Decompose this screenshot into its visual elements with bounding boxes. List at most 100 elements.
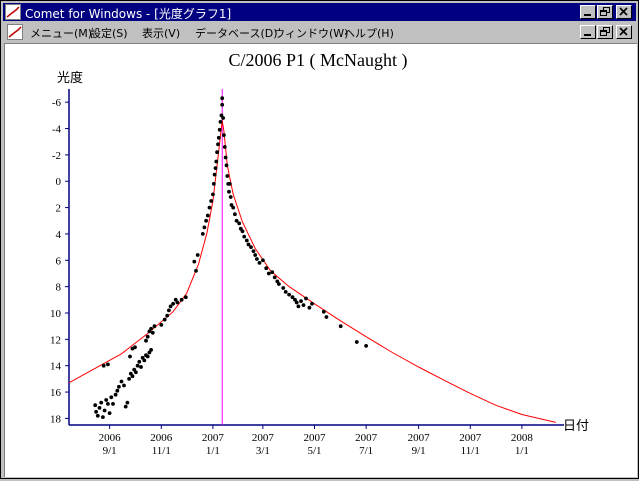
observation-point: [212, 172, 217, 177]
menu-bar: メニュー(M) 設定(S) 表示(V) データベース(D) ウィンドウ(W) ヘ…: [3, 22, 636, 42]
y-tick-label: 14: [50, 361, 62, 373]
x-tick-year-label: 2006: [150, 432, 173, 444]
x-tick-date-label: 11/1: [152, 445, 171, 457]
observation-point: [135, 363, 140, 368]
close-button[interactable]: [616, 5, 632, 19]
menu-item-database[interactable]: データベース(D): [195, 27, 278, 40]
observation-point: [211, 182, 216, 186]
x-tick-year-label: 2007: [459, 432, 482, 444]
doc-minimize-button[interactable]: [580, 25, 596, 39]
y-tick-label: 16: [50, 387, 62, 399]
x-tick-year-label: 2006: [99, 432, 122, 444]
observation-point: [130, 374, 135, 379]
restore-icon: [600, 27, 610, 36]
observation-point: [277, 282, 281, 286]
observation-point: [255, 257, 259, 261]
observation-point: [144, 338, 148, 343]
observation-point: [139, 365, 143, 369]
y-axis-label: 光度: [57, 70, 83, 86]
y-tick-label: 8: [56, 282, 62, 294]
observation-point: [246, 242, 251, 247]
observation-point: [266, 271, 271, 276]
observation-point: [222, 145, 227, 149]
x-tick-year-label: 2008: [511, 432, 534, 444]
observation-point: [159, 323, 164, 327]
observation-point: [137, 359, 142, 364]
observation-point: [128, 354, 132, 359]
menu-item-window[interactable]: ウィンドウ(W): [274, 27, 349, 40]
observation-point: [237, 221, 242, 226]
menu-item-view[interactable]: 表示(V): [142, 27, 181, 40]
observation-point: [233, 212, 237, 217]
observation-point: [93, 403, 98, 408]
observation-point: [179, 297, 184, 302]
observation-point: [152, 324, 157, 329]
observation-point: [272, 275, 277, 280]
observation-point: [204, 218, 209, 223]
observation-point: [225, 174, 230, 178]
observation-point: [102, 408, 107, 413]
observation-point: [253, 253, 258, 257]
observation-point: [215, 150, 220, 155]
x-axis-label: 日付: [563, 419, 589, 434]
restore-icon: [600, 7, 610, 16]
observation-point: [173, 297, 178, 302]
observation-point: [224, 163, 229, 168]
observation-point: [307, 305, 312, 310]
observation-point: [240, 229, 245, 234]
chart-title: C/2006 P1 ( McNaught ): [229, 50, 408, 71]
observation-point: [242, 234, 247, 239]
menu-item-menu[interactable]: メニュー(M): [30, 27, 93, 40]
plot-layer: [68, 89, 556, 425]
y-tick-label: 6: [56, 255, 62, 267]
observation-point: [211, 192, 215, 197]
x-tick-date-label: 11/1: [461, 445, 480, 457]
minimize-button[interactable]: [580, 5, 596, 19]
observation-point: [97, 406, 102, 410]
observation-point: [99, 400, 104, 405]
restore-button[interactable]: [597, 5, 613, 19]
observation-point: [220, 96, 225, 101]
x-tick-date-label: 1/1: [206, 445, 220, 457]
observation-point: [145, 354, 150, 359]
observation-point: [107, 411, 112, 415]
observation-point: [95, 413, 100, 418]
observation-point: [364, 344, 368, 348]
close-icon: [619, 27, 628, 36]
observation-point: [257, 261, 262, 265]
x-tick-year-label: 2007: [355, 432, 378, 444]
observation-point: [217, 127, 222, 132]
observation-point: [125, 400, 130, 405]
observation-point: [183, 295, 188, 300]
observation-point: [324, 315, 329, 319]
observation-point: [281, 286, 286, 290]
observation-point: [119, 379, 124, 384]
minimize-icon: [584, 34, 591, 36]
menu-item-settings[interactable]: 設定(S): [90, 27, 128, 40]
doc-restore-button[interactable]: [597, 25, 613, 39]
observation-point: [115, 388, 120, 393]
y-tick-label: -4: [52, 124, 62, 136]
observation-point: [94, 409, 98, 414]
observation-point: [220, 102, 225, 107]
observation-point: [216, 135, 221, 140]
x-tick-date-label: 5/1: [307, 445, 321, 457]
observation-point: [338, 324, 343, 329]
y-tick-label: 2: [56, 203, 62, 215]
x-tick-year-label: 2007: [202, 432, 225, 444]
title-bar[interactable]: Comet for Windows - [光度グラフ1]: [3, 3, 636, 21]
document-icon[interactable]: [7, 24, 23, 40]
observation-point: [261, 258, 265, 263]
observation-point: [244, 238, 249, 243]
light-curve-chart: C/2006 P1 ( McNaught ) 光度 日付 -6 -4 -2 0 2 4 6 8…: [50, 50, 589, 457]
doc-close-button[interactable]: [616, 25, 632, 39]
x-tick-year-label: 2007: [304, 432, 327, 444]
observation-point: [202, 225, 207, 230]
menu-item-help[interactable]: ヘルプ(H): [344, 27, 394, 40]
observation-point: [133, 345, 137, 350]
observation-point: [218, 120, 223, 124]
observation-point: [194, 268, 198, 273]
observation-point: [299, 299, 303, 303]
observation-point: [223, 155, 228, 160]
y-tick-label: -6: [52, 97, 62, 109]
